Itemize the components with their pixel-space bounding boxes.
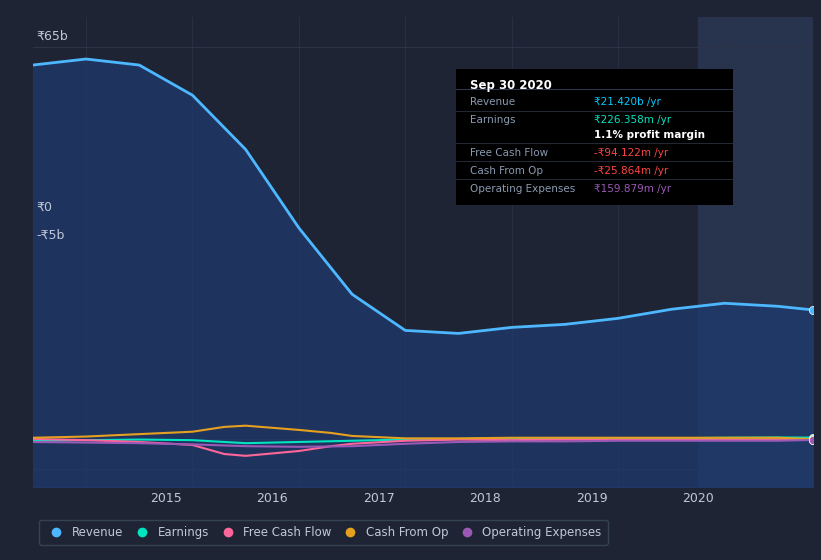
Text: Earnings: Earnings — [470, 115, 515, 125]
Text: ₹0: ₹0 — [37, 201, 53, 214]
Text: Operating Expenses: Operating Expenses — [470, 184, 575, 194]
Text: -₹5b: -₹5b — [37, 229, 65, 242]
Text: ₹226.358m /yr: ₹226.358m /yr — [594, 115, 672, 125]
Text: ₹21.420b /yr: ₹21.420b /yr — [594, 97, 661, 107]
Text: -₹94.122m /yr: -₹94.122m /yr — [594, 148, 668, 158]
Text: Revenue: Revenue — [470, 97, 515, 107]
Bar — [698, 17, 813, 487]
Text: Free Cash Flow: Free Cash Flow — [470, 148, 548, 158]
Text: ₹65b: ₹65b — [37, 30, 68, 43]
Text: 1.1% profit margin: 1.1% profit margin — [594, 130, 705, 140]
Text: ₹159.879m /yr: ₹159.879m /yr — [594, 184, 672, 194]
Legend: Revenue, Earnings, Free Cash Flow, Cash From Op, Operating Expenses: Revenue, Earnings, Free Cash Flow, Cash … — [39, 520, 608, 545]
Text: Sep 30 2020: Sep 30 2020 — [470, 79, 552, 92]
Text: Cash From Op: Cash From Op — [470, 166, 543, 175]
Text: -₹25.864m /yr: -₹25.864m /yr — [594, 166, 668, 175]
